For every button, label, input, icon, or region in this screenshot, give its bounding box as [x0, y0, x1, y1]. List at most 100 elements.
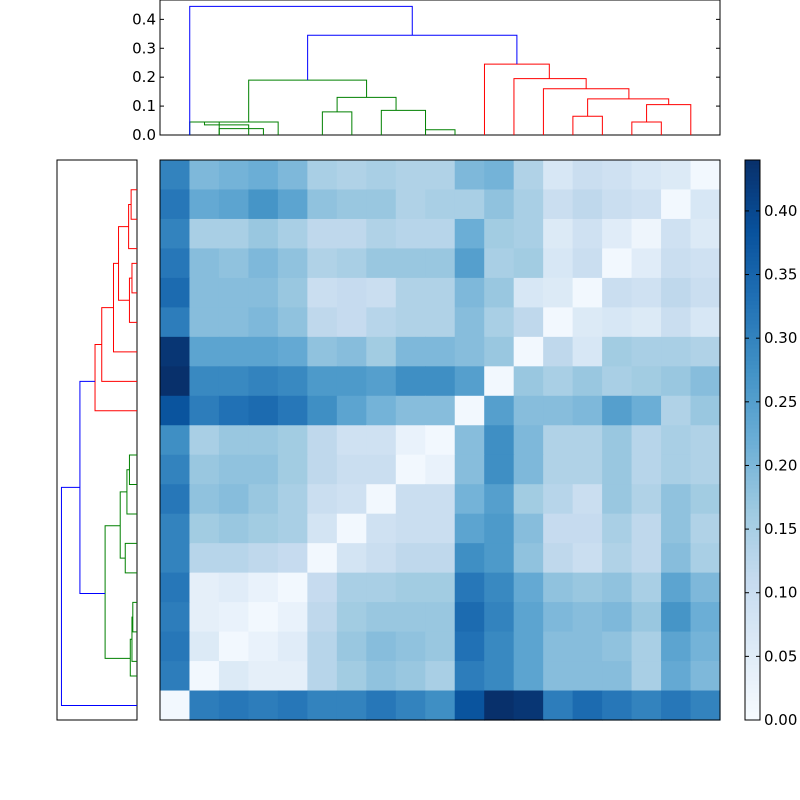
- top-dendrogram-link: [425, 129, 456, 135]
- heatmap-cell: [307, 454, 338, 485]
- colorbar-gradient-segment: [745, 664, 760, 669]
- colorbar-gradient-segment: [745, 604, 760, 609]
- heatmap-cell: [277, 513, 308, 544]
- heatmap-cell: [661, 277, 692, 308]
- colorbar-gradient-segment: [745, 668, 760, 673]
- heatmap-cell: [690, 484, 721, 515]
- colorbar-gradient-segment: [745, 676, 760, 681]
- heatmap-cell: [484, 602, 515, 633]
- heatmap-cell: [661, 690, 692, 721]
- heatmap-cell: [484, 572, 515, 603]
- heatmap-cell: [248, 661, 279, 692]
- heatmap-cell: [572, 631, 603, 662]
- heatmap-cell: [543, 307, 574, 338]
- heatmap-cell: [218, 454, 250, 485]
- heatmap-cell: [160, 425, 191, 456]
- heatmap-cell: [218, 277, 250, 308]
- heatmap-cell: [572, 572, 603, 603]
- heatmap-cell: [543, 602, 574, 633]
- heatmap-cell: [160, 661, 191, 692]
- colorbar-gradient-segment: [745, 328, 760, 333]
- heatmap-cell: [484, 218, 515, 250]
- colorbar-gradient-segment: [745, 360, 760, 365]
- heatmap-cell: [218, 631, 250, 662]
- heatmap-cell: [543, 631, 574, 662]
- heatmap-cell: [690, 277, 721, 308]
- heatmap-cell: [690, 366, 721, 397]
- heatmap-cell: [277, 661, 308, 692]
- heatmap-cell: [248, 160, 279, 191]
- heatmap-cell: [218, 336, 250, 367]
- heatmap-cell: [277, 189, 308, 220]
- heatmap-cell: [454, 336, 485, 367]
- heatmap-cell: [160, 218, 191, 250]
- colorbar-gradient-segment: [745, 660, 760, 665]
- heatmap-cell: [248, 543, 279, 574]
- colorbar-gradient-segment: [745, 276, 760, 281]
- colorbar-gradient-segment: [745, 496, 760, 501]
- top-dendrogram-link: [513, 78, 587, 135]
- colorbar-gradient-segment: [745, 388, 760, 393]
- left-dendrogram-link: [79, 380, 106, 595]
- heatmap-cell: [484, 425, 515, 456]
- heatmap-cell: [602, 425, 633, 456]
- colorbar-tick-label: 0.40: [764, 202, 797, 220]
- heatmap-cell: [602, 218, 633, 250]
- heatmap-cell: [513, 513, 544, 544]
- heatmap-cell: [307, 690, 338, 721]
- heatmap-cell: [661, 248, 692, 279]
- heatmap-cell: [277, 690, 308, 721]
- heatmap-cell: [366, 189, 397, 220]
- colorbar-gradient-segment: [745, 404, 760, 409]
- heatmap-cell: [572, 277, 603, 308]
- heatmap-cell: [513, 307, 544, 338]
- heatmap-cell: [631, 572, 662, 603]
- colorbar-gradient-segment: [745, 644, 760, 649]
- heatmap-cell: [454, 248, 485, 279]
- heatmap-cell: [425, 395, 456, 426]
- heatmap-cell: [366, 366, 397, 397]
- heatmap-cell: [543, 543, 574, 574]
- heatmap-cell: [160, 572, 191, 603]
- heatmap-cell: [513, 454, 544, 485]
- colorbar-gradient-segment: [745, 564, 760, 569]
- heatmap-cell: [395, 454, 426, 485]
- heatmap-cell: [572, 307, 603, 338]
- heatmap-cell: [277, 602, 308, 633]
- heatmap-cell: [160, 631, 191, 662]
- heatmap-cell: [631, 454, 662, 485]
- heatmap-cell: [366, 484, 397, 515]
- heatmap-cell: [631, 395, 662, 426]
- colorbar-tick-label: 0.00: [764, 711, 797, 729]
- colorbar-gradient-segment: [745, 416, 760, 421]
- colorbar-gradient-segment: [745, 620, 760, 625]
- heatmap-cell: [690, 661, 721, 692]
- heatmap-cell: [160, 602, 191, 633]
- colorbar-gradient-segment: [745, 196, 760, 201]
- heatmap-cell: [454, 454, 485, 485]
- heatmap-cell: [189, 661, 220, 692]
- heatmap-cell: [425, 661, 456, 692]
- heatmap-cell: [366, 336, 397, 367]
- heatmap-cell: [513, 248, 544, 279]
- colorbar-gradient-segment: [745, 452, 760, 457]
- heatmap-cell: [189, 248, 220, 279]
- heatmap-cell: [454, 484, 485, 515]
- colorbar-gradient-segment: [745, 544, 760, 549]
- heatmap-cell: [631, 425, 662, 456]
- heatmap-cell: [160, 277, 191, 308]
- heatmap-cell: [690, 543, 721, 574]
- left-dendrogram-frame: [56, 159, 138, 721]
- heatmap-cell: [602, 513, 633, 544]
- colorbar-gradient-segment: [745, 556, 760, 561]
- heatmap-cell: [602, 160, 633, 191]
- colorbar-gradient-segment: [745, 392, 760, 397]
- colorbar-gradient-segment: [745, 432, 760, 437]
- heatmap-cell: [690, 189, 721, 220]
- colorbar-gradient-segment: [745, 608, 760, 613]
- colorbar-gradient-segment: [745, 372, 760, 377]
- heatmap-cell: [454, 425, 485, 456]
- top-dendrogram-link: [218, 128, 264, 135]
- heatmap-cell: [248, 248, 279, 279]
